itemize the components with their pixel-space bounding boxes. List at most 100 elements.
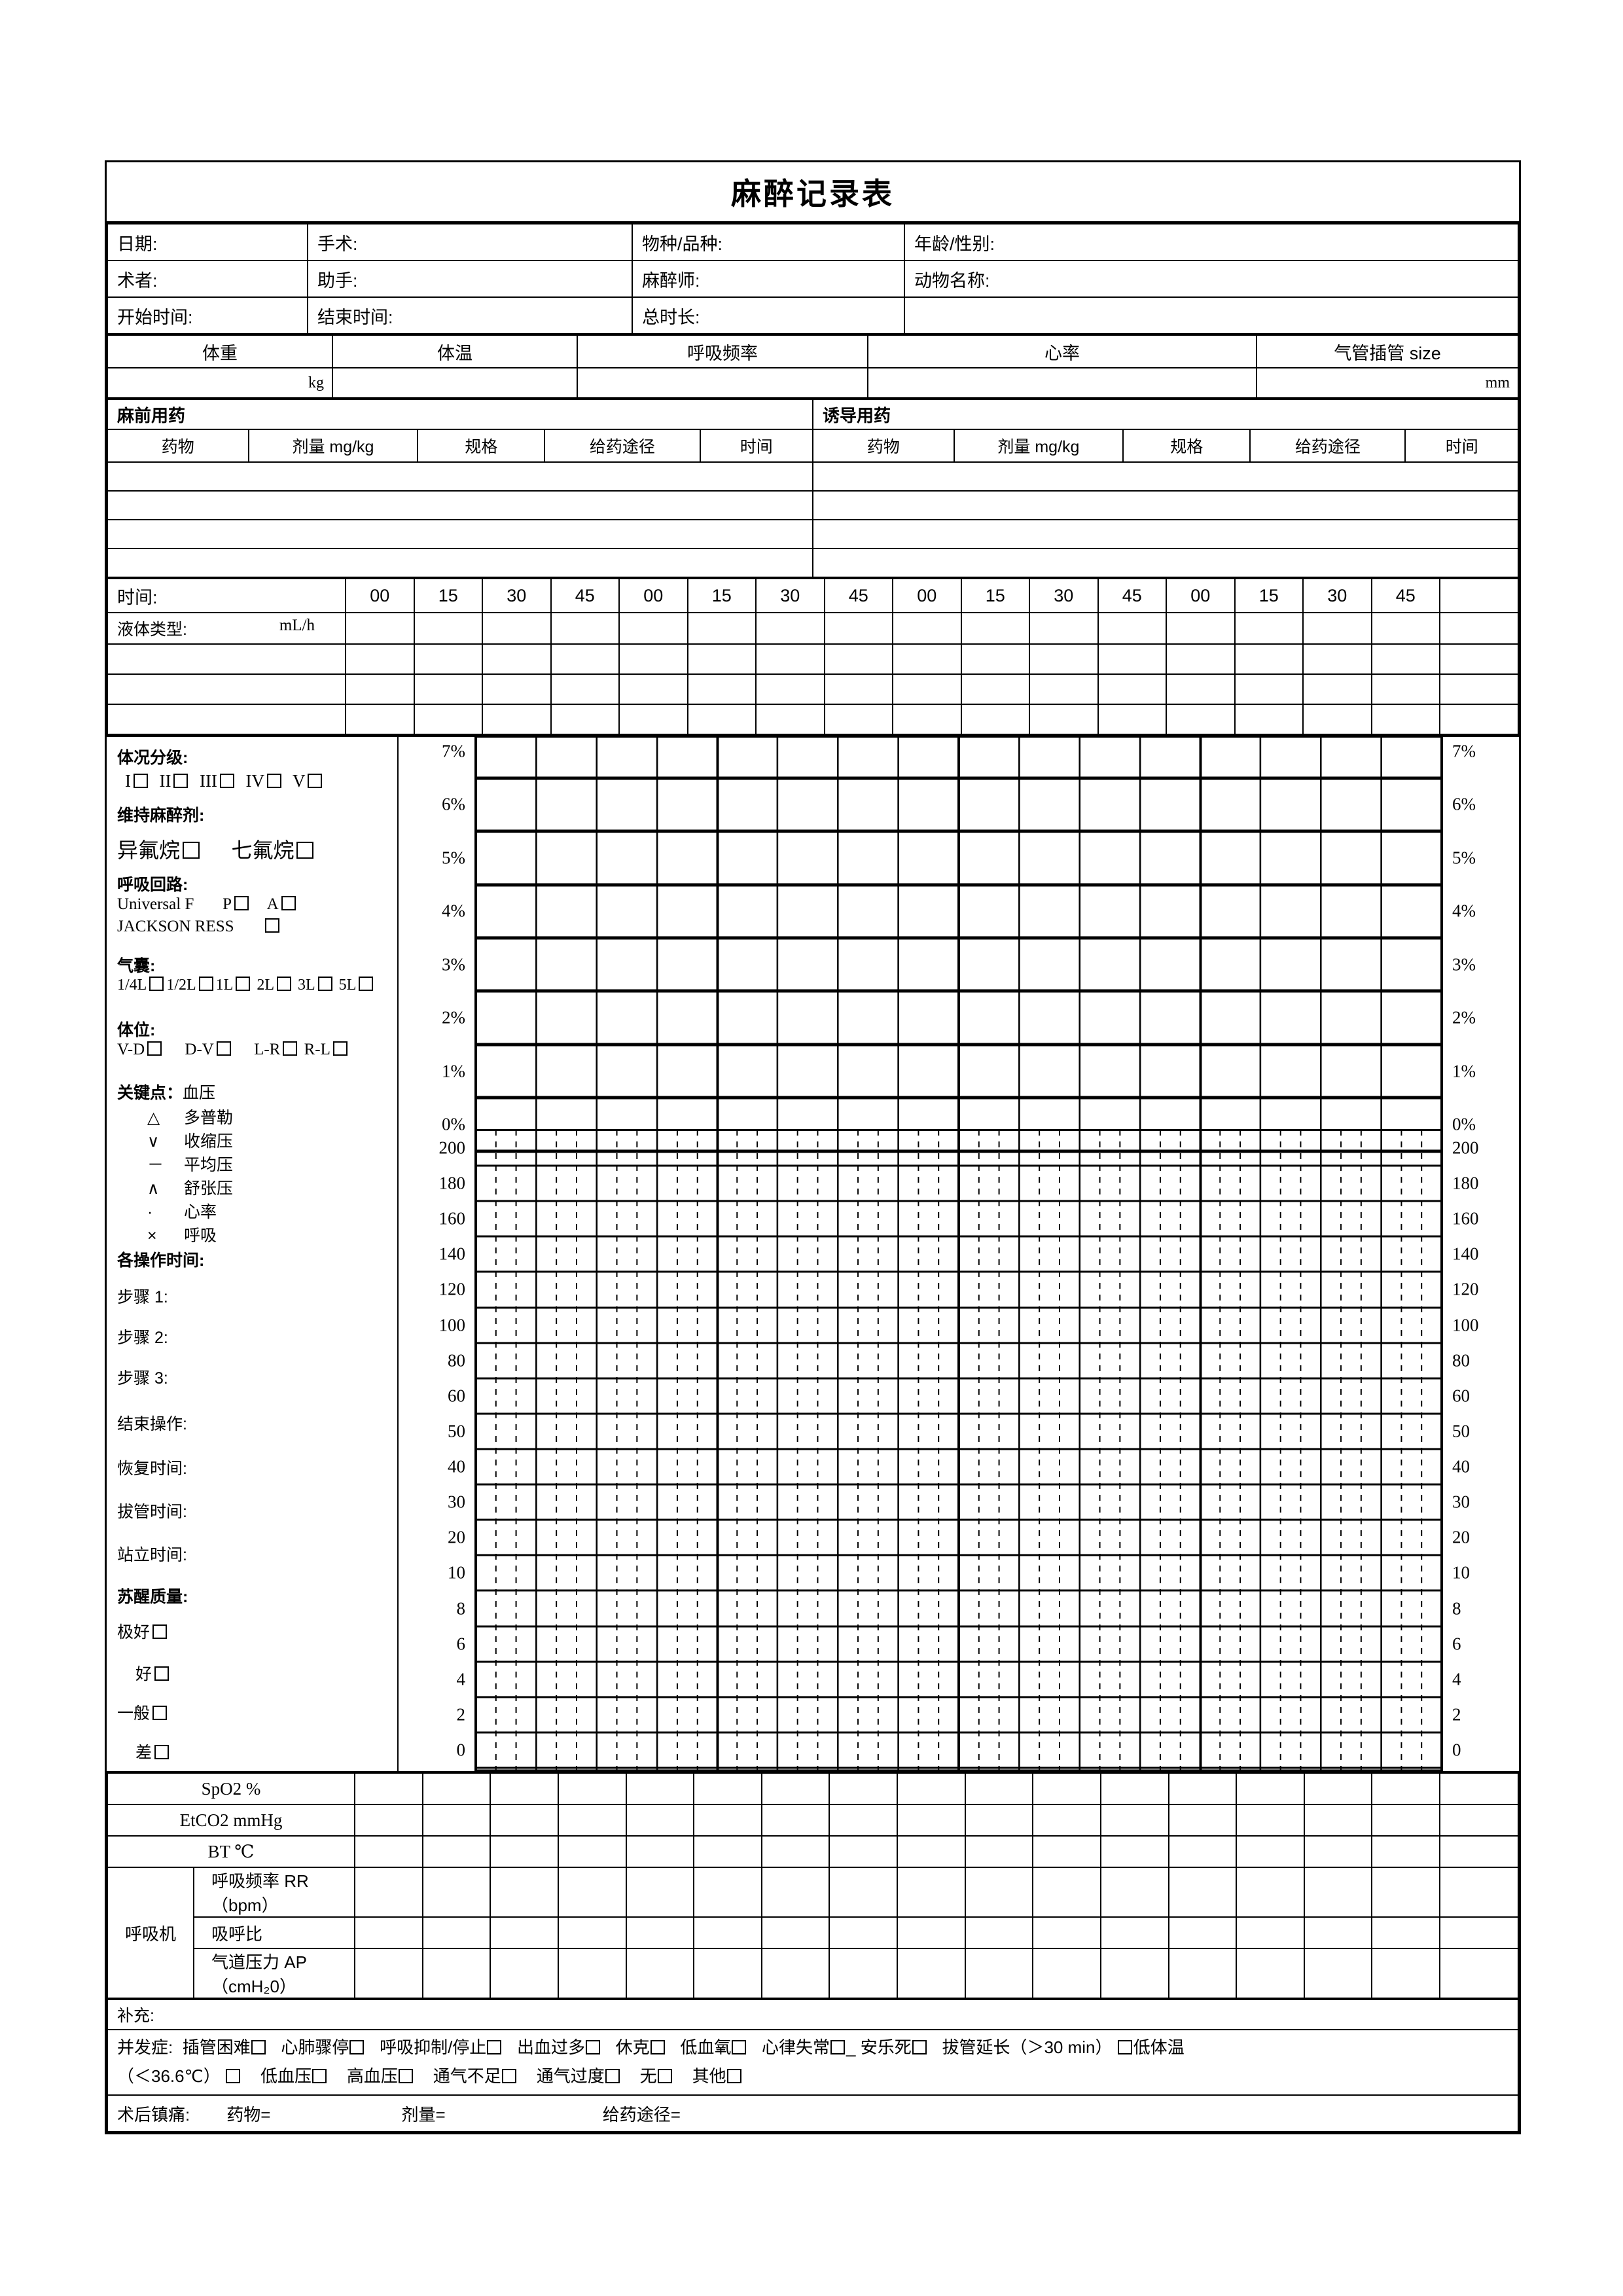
circuit-jackson-checkbox[interactable] (265, 918, 280, 933)
blank-cell[interactable] (687, 673, 757, 705)
bag-checkbox-1[interactable] (149, 977, 164, 991)
circuit-universal-row[interactable]: Universal F P A (117, 895, 298, 914)
etco2-cell[interactable] (897, 1804, 966, 1837)
drug-entry-row[interactable] (107, 519, 1520, 549)
circuit-p-checkbox[interactable] (234, 896, 249, 910)
postop-drug[interactable]: 药物= (226, 2104, 271, 2125)
spo2-cell[interactable] (897, 1772, 966, 1805)
blank-cell[interactable] (687, 704, 757, 735)
blank-cell[interactable] (1097, 704, 1167, 735)
ops-step2[interactable]: 步骤 2: (117, 1329, 168, 1347)
comp-checkbox-euthanasia[interactable] (912, 2040, 927, 2054)
drug-entry-row[interactable] (107, 461, 1520, 492)
vent-cell[interactable] (829, 1948, 898, 1999)
vent-cell[interactable] (625, 1916, 695, 1949)
blank-cell[interactable] (1166, 704, 1236, 735)
spo2-cell[interactable] (964, 1772, 1034, 1805)
vent-cell[interactable] (1236, 1948, 1305, 1999)
vent-cell[interactable] (1168, 1948, 1238, 1999)
premed-entry-cell[interactable] (107, 519, 813, 549)
recovery-checkbox-poor[interactable] (154, 1745, 169, 1759)
spo2-cell[interactable] (354, 1772, 423, 1805)
vent-cell[interactable] (490, 1948, 559, 1999)
bag-options[interactable]: 1/4L 1/2L 1L 2L 3L 5L (117, 977, 376, 994)
comp-checkbox-none[interactable] (657, 2069, 672, 2083)
premed-entry-cell[interactable] (107, 548, 813, 578)
fluid-cell[interactable] (1234, 612, 1304, 645)
vent-cell[interactable] (760, 1916, 830, 1949)
blank-cell[interactable] (755, 643, 825, 675)
spo2-cell[interactable] (557, 1772, 627, 1805)
comp-checkbox-hypotension[interactable] (312, 2069, 327, 2083)
vent-cell[interactable] (1099, 1867, 1169, 1918)
bt-cell[interactable] (1099, 1835, 1169, 1868)
postop-analgesia-row[interactable]: 术后镇痛: 药物= 剂量= 给药途径= (107, 2094, 1519, 2132)
bt-cell[interactable] (354, 1835, 423, 1868)
vitals-ett-value[interactable]: mm (1256, 367, 1519, 399)
asa-checkbox-4[interactable] (266, 774, 281, 788)
blank-cell[interactable] (618, 643, 688, 675)
field-duration[interactable]: 总时长: (632, 296, 905, 334)
field-surgeon[interactable]: 术者: (107, 260, 308, 298)
comp-checkbox-cardiac-arrest[interactable] (349, 2040, 365, 2054)
vent-cell[interactable] (964, 1867, 1034, 1918)
comp-checkbox-resp-depression[interactable] (487, 2040, 502, 2054)
recovery-checkbox-excellent[interactable] (152, 1624, 168, 1639)
spo2-cell[interactable] (1099, 1772, 1169, 1805)
vent-cell[interactable] (1099, 1916, 1169, 1949)
field-age-sex[interactable]: 年龄/性别: (904, 223, 1519, 261)
vent-cell[interactable] (897, 1916, 966, 1949)
fluid-cell[interactable] (960, 612, 1030, 645)
blank-cell[interactable] (960, 643, 1030, 675)
induction-entry-cell[interactable] (812, 490, 1520, 520)
blank-label-cell[interactable] (107, 673, 346, 705)
blank-cell[interactable] (482, 643, 552, 675)
vent-cell[interactable] (354, 1948, 423, 1999)
vent-cell[interactable] (1303, 1867, 1373, 1918)
etco2-cell[interactable] (1099, 1804, 1169, 1837)
asa-checkbox-2[interactable] (173, 774, 188, 788)
etco2-cell[interactable] (490, 1804, 559, 1837)
etco2-cell[interactable] (1032, 1804, 1101, 1837)
ops-standing-time[interactable]: 站立时间: (117, 1546, 187, 1564)
vent-cell[interactable] (693, 1916, 762, 1949)
fluid-cell[interactable] (1302, 612, 1372, 645)
bt-cell[interactable] (1303, 1835, 1373, 1868)
blank-cell[interactable] (413, 673, 483, 705)
vent-cell[interactable] (421, 1916, 491, 1949)
blank-cell[interactable] (687, 643, 757, 675)
blank-cell[interactable] (1166, 673, 1236, 705)
blank-cell[interactable] (823, 673, 893, 705)
position-checkbox-vd[interactable] (147, 1041, 162, 1056)
ops-recovery-time[interactable]: 恢复时间: (117, 1460, 187, 1478)
bt-cell[interactable] (1371, 1835, 1440, 1868)
blank-cell[interactable] (550, 673, 620, 705)
blank-cell[interactable] (1370, 704, 1440, 735)
spo2-cell[interactable] (1303, 1772, 1373, 1805)
bt-cell[interactable] (829, 1835, 898, 1868)
maintenance-options[interactable]: 异氟烷 七氟烷 (117, 834, 316, 864)
blank-cell[interactable] (550, 643, 620, 675)
vitals-temp-value[interactable] (332, 367, 578, 399)
supplement-row[interactable]: 补充: (107, 1999, 1519, 2030)
circuit-a-checkbox[interactable] (281, 896, 296, 910)
fluid-blank-row[interactable] (107, 673, 1519, 705)
vent-cell[interactable] (1236, 1916, 1305, 1949)
vent-cell[interactable] (1371, 1916, 1440, 1949)
spo2-cell[interactable] (1236, 1772, 1305, 1805)
fluid-cell[interactable] (755, 612, 825, 645)
vent-cell[interactable] (1371, 1948, 1440, 1999)
position-checkbox-dv[interactable] (216, 1041, 231, 1056)
ops-end[interactable]: 结束操作: (117, 1415, 187, 1433)
comp-checkbox-hypertension[interactable] (398, 2069, 413, 2083)
etco2-cell[interactable] (1236, 1804, 1305, 1837)
comp-checkbox-hyperventilation[interactable] (605, 2069, 620, 2083)
vent-cell[interactable] (1032, 1867, 1101, 1918)
blank-cell[interactable] (1097, 673, 1167, 705)
recovery-checkbox-good[interactable] (154, 1666, 169, 1681)
blank-cell[interactable] (618, 673, 688, 705)
position-checkbox-rl[interactable] (332, 1041, 348, 1056)
blank-cell[interactable] (413, 643, 483, 675)
comp-checkbox-hypoxemia[interactable] (732, 2040, 747, 2054)
drug-entry-row[interactable] (107, 490, 1520, 520)
